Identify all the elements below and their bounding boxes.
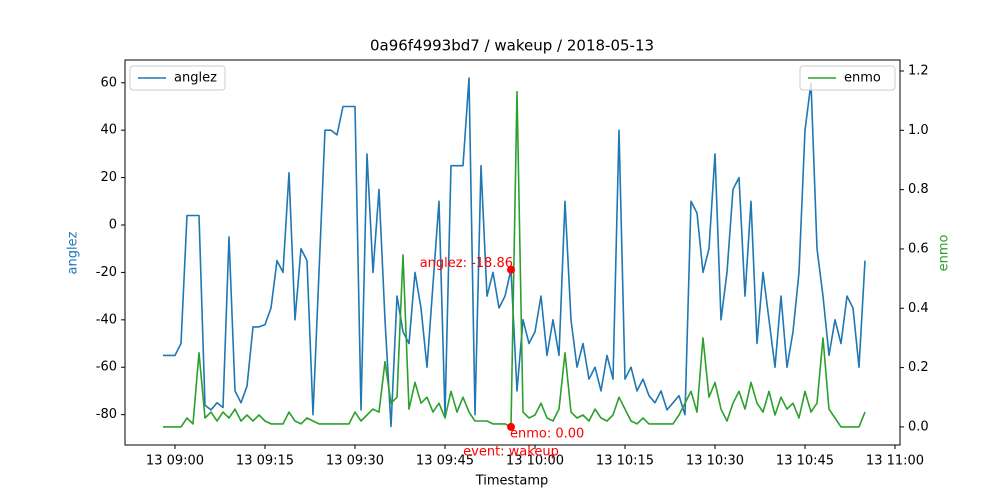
y-tick-label: 60 bbox=[100, 75, 117, 90]
legend-label: enmo bbox=[844, 71, 881, 86]
x-tick-label: 13 09:45 bbox=[416, 454, 474, 469]
legend: anglez bbox=[129, 65, 226, 91]
legend: enmo bbox=[799, 65, 896, 91]
legend-label: anglez bbox=[174, 71, 217, 86]
x-tick-label: 13 09:30 bbox=[326, 454, 384, 469]
x-tick-label: 13 10:15 bbox=[596, 454, 654, 469]
x-tick-label: 13 10:45 bbox=[776, 454, 834, 469]
y2-tick-label: 0.8 bbox=[908, 182, 929, 197]
y-tick-label: -60 bbox=[96, 360, 117, 375]
plot-area bbox=[124, 59, 901, 446]
legend-box bbox=[799, 65, 896, 91]
y2-tick-label: 0.0 bbox=[908, 419, 929, 434]
x-tick-label: 13 11:00 bbox=[866, 454, 924, 469]
y2-tick-label: 0.6 bbox=[908, 241, 929, 256]
legend-box bbox=[129, 65, 226, 91]
line-enmo bbox=[163, 90, 866, 428]
y-tick-label: -80 bbox=[96, 407, 117, 422]
y-axis-label: anglez bbox=[66, 231, 81, 274]
x-tick-label: 13 09:00 bbox=[146, 454, 204, 469]
event-point bbox=[507, 422, 515, 431]
y-tick-label: 0 bbox=[109, 218, 117, 233]
y2-axis-label: enmo bbox=[937, 235, 952, 272]
y2-tick-label: 1.2 bbox=[908, 63, 929, 78]
y-tick-label: -20 bbox=[96, 265, 117, 280]
y2-tick-label: 0.4 bbox=[908, 301, 929, 316]
y-tick-label: 40 bbox=[100, 123, 117, 138]
x-tick-label: 13 10:00 bbox=[506, 454, 564, 469]
annotation: anglez: -18.86 bbox=[420, 256, 513, 271]
y2-tick-label: 0.2 bbox=[908, 360, 929, 375]
x-tick-label: 13 10:30 bbox=[686, 454, 744, 469]
y-tick-label: 20 bbox=[100, 170, 117, 185]
x-tick-label: 13 09:15 bbox=[236, 454, 294, 469]
event-point bbox=[507, 265, 515, 274]
y-tick-label: -40 bbox=[96, 312, 117, 327]
annotation: event: wakeup bbox=[463, 445, 559, 460]
x-axis-label: Timestamp bbox=[475, 474, 549, 489]
line-anglez bbox=[163, 77, 866, 428]
annotation: enmo: 0.00 bbox=[510, 426, 584, 441]
y2-tick-label: 1.0 bbox=[908, 123, 929, 138]
chart-title: 0a96f4993bd7 / wakeup / 2018-05-13 bbox=[370, 37, 654, 55]
